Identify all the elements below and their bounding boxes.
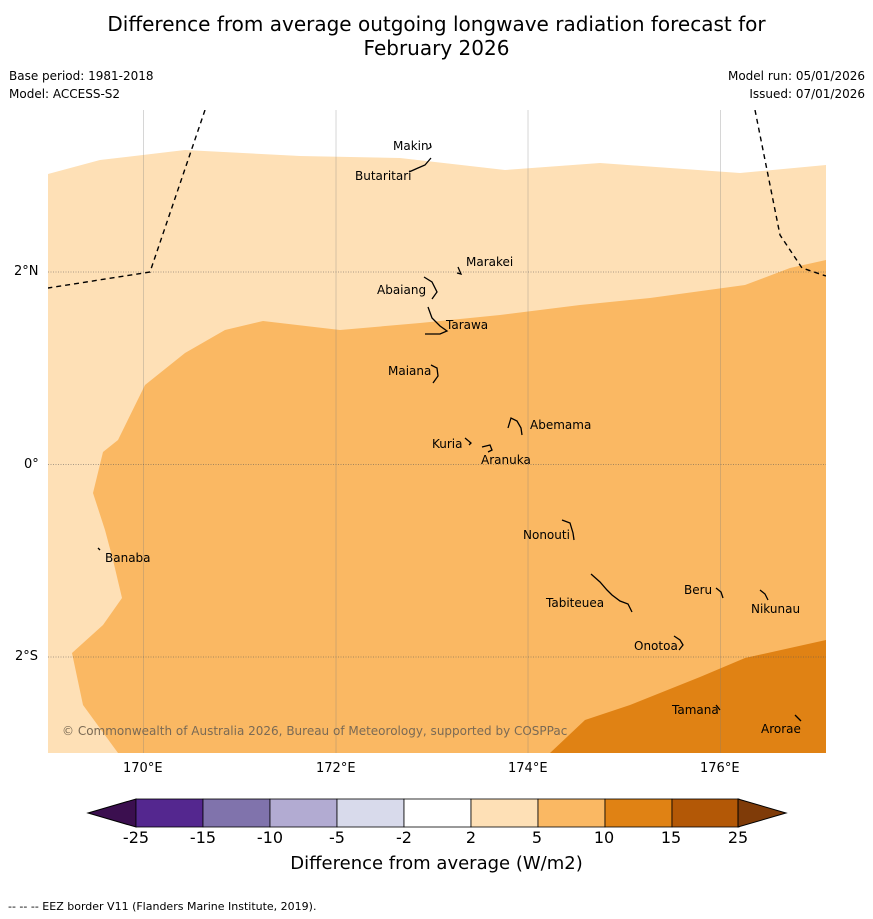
lon-label-174e: 174°E [508,761,548,776]
lat-label-2n: 2°N [14,264,39,279]
butaritari-island-outline [408,157,432,173]
colorbar-extend-min [86,798,137,828]
banaba-island-outline [97,547,101,551]
anomaly-band-5-10 [72,260,826,753]
kuria-island-outline [464,437,472,446]
copyright-notice: © Commonwealth of Australia 2026, Bureau… [62,724,568,738]
island-label-abaiang: Abaiang [377,283,427,297]
abaiang-island-outline [423,276,438,300]
colorbar-swatch [135,798,204,828]
chart-title: Difference from average outgoing longwav… [0,12,873,60]
base-period: Base period: 1981-2018 [9,69,154,83]
eez-border [48,110,826,289]
tarawa-island-outline [425,306,449,335]
island-label-kuria: Kuria [432,437,463,451]
colorbar-tick-label: 25 [727,828,749,847]
island-label-tamana: Tamana [672,703,719,717]
island-label-arorae: Arorae [761,722,801,736]
island-label-abemama: Abemama [530,418,592,432]
island-label-nikunau: Nikunau [751,602,801,616]
abemama-island-outline [507,417,523,436]
island-label-butaritari: Butaritari [355,169,412,183]
colorbar-tick-label: 2 [465,828,477,847]
makin-island-outline [427,142,432,150]
colorbar-swatch [403,798,472,828]
lat-label-0: 0° [24,457,39,472]
island-label-makin: Makin [393,139,429,153]
island-label-onotoa: Onotoa [634,639,678,653]
colorbar-tick-label: -2 [396,828,412,847]
colorbar-tick-label: 5 [531,828,543,847]
colorbar-swatch [470,798,539,828]
map-area [48,110,826,753]
aranuka-island-outline [481,444,493,453]
island-label-banaba: Banaba [105,551,151,565]
lat-label-2s: 2°S [15,649,39,664]
colorbar-swatch [604,798,673,828]
model-run: Model run: 05/01/2026 [727,69,865,83]
issued-date: Issued: 07/01/2026 [749,87,865,101]
tabiteuea-island-outline [590,573,633,613]
colorbar-title: Difference from average (W/m2) [290,853,583,874]
colorbar-tick-label: -5 [329,828,345,847]
anomaly-band-10-15 [550,640,826,753]
tamana-island-outline [715,704,721,711]
eez-footnote: -- -- -- EEZ border V11 (Flanders Marine… [8,900,317,913]
colorbar-swatches [135,798,740,828]
lon-label-176e: 176°E [700,761,740,776]
colorbar-extend-max [737,798,788,828]
colorbar [86,798,788,828]
island-label-maiana: Maiana [388,364,432,378]
title-line-2: February 2026 [363,36,510,60]
island-label-beru: Beru [684,583,713,597]
island-label-tabiteuea: Tabiteuea [546,596,605,610]
lon-label-170e: 170°E [123,761,163,776]
maiana-island-outline [430,364,439,384]
anomaly-band-neutral [48,110,826,174]
colorbar-tick-label: -10 [256,828,284,847]
island-label-tarawa: Tarawa [446,318,489,332]
island-outlines [97,142,802,722]
colorbar-tick-label: 15 [660,828,682,847]
island-label-aranuka: Aranuka [481,453,531,467]
longitude-gridlines [143,110,721,753]
marakei-island-outline [456,266,463,275]
nikunau-island-outline [759,589,769,601]
colorbar-swatch [202,798,271,828]
nonouti-island-outline [561,519,575,541]
colorbar-swatch [537,798,606,828]
island-label-nonouti: Nonouti [523,528,570,542]
arorae-island-outline [794,714,802,722]
lon-label-172e: 172°E [316,761,356,776]
title-line-1: Difference from average outgoing longwav… [107,12,766,36]
colorbar-tick-label: -25 [122,828,150,847]
colorbar-tick-label: 10 [593,828,615,847]
colorbar-swatch [671,798,740,828]
colorbar-swatch [269,798,338,828]
onotoa-island-outline [673,635,684,651]
island-label-marakei: Marakei [466,255,514,269]
colorbar-swatch [336,798,405,828]
colorbar-tick-label: -15 [189,828,217,847]
model-name: Model: ACCESS-S2 [9,87,121,101]
beru-island-outline [715,587,724,599]
latitude-gridlines [48,271,826,658]
